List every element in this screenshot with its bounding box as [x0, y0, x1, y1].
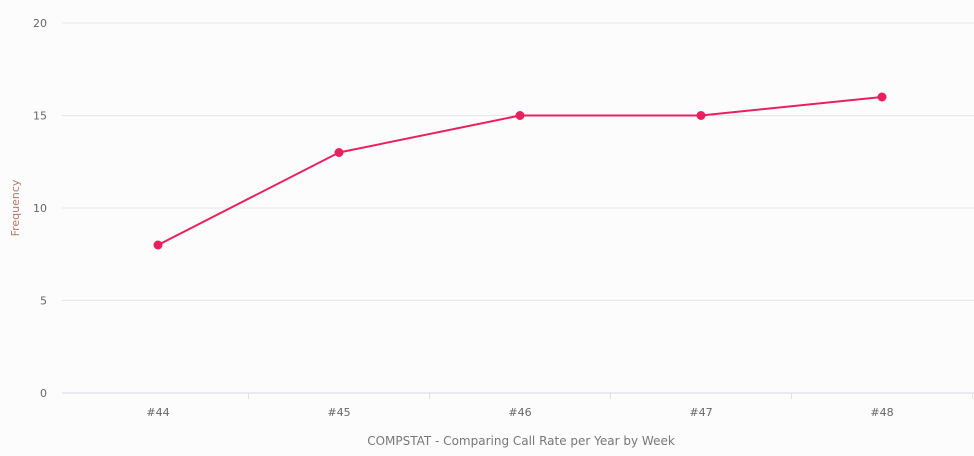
- x-tick-label: #46: [508, 406, 531, 419]
- y-tick-label: 20: [33, 17, 47, 30]
- x-axis-title: COMPSTAT - Comparing Call Rate per Year …: [367, 434, 675, 448]
- data-point[interactable]: [334, 148, 344, 157]
- grid-lines: [62, 22, 974, 394]
- y-axis-ticks: 0 5 10 15 20: [33, 17, 47, 400]
- data-point[interactable]: [877, 92, 887, 102]
- x-tick-label: #48: [870, 406, 893, 419]
- y-tick-label: 0: [40, 387, 47, 400]
- data-point[interactable]: [515, 111, 525, 120]
- x-axis-ticks: #44 #45 #46 #47 #48: [146, 393, 973, 419]
- data-point[interactable]: [153, 240, 163, 250]
- y-tick-label: 5: [40, 295, 47, 308]
- y-axis-title: Frequency: [9, 179, 22, 236]
- x-tick-label: #45: [327, 406, 350, 419]
- y-tick-label: 15: [33, 110, 47, 123]
- x-tick-label: #44: [146, 406, 169, 419]
- series-group: [153, 92, 887, 250]
- y-tick-label: 10: [33, 202, 47, 215]
- data-point[interactable]: [696, 111, 706, 120]
- x-tick-label: #47: [689, 406, 712, 419]
